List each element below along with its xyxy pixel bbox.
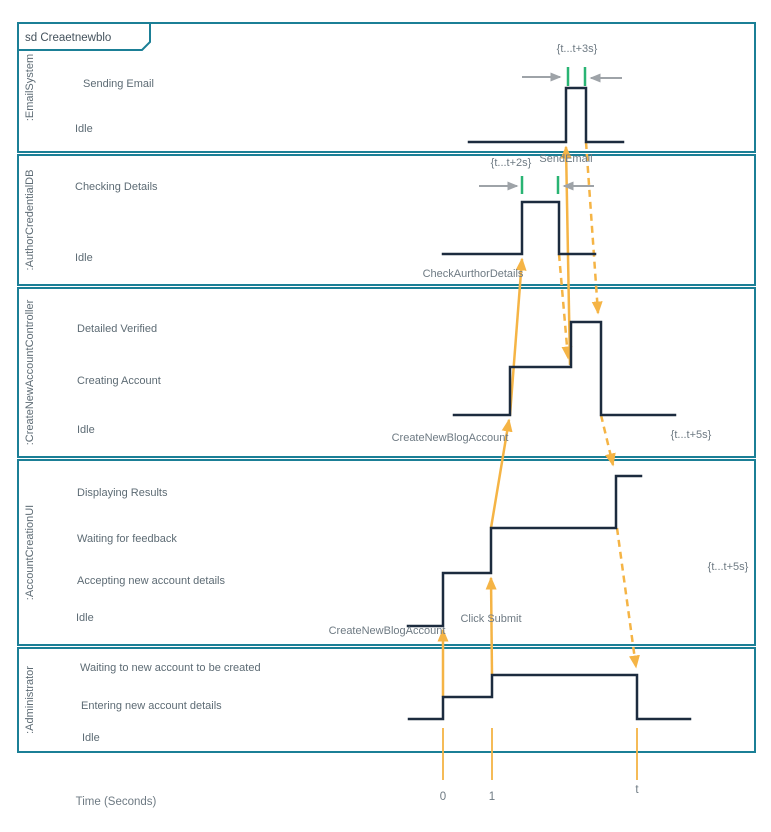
waveform-authorcredentialdb bbox=[441, 200, 597, 256]
state-label-createnewaccountcontroller-1: Creating Account bbox=[77, 375, 161, 387]
message-return-db-to-controller bbox=[557, 253, 573, 360]
message-label-0: CreateNewBlogAccount bbox=[329, 625, 446, 637]
duration-constraint-label-3: {t...t+5s} bbox=[708, 561, 749, 573]
waveform-createnewaccountcontroller bbox=[452, 320, 677, 417]
message-label-2: CreateNewBlogAccount bbox=[392, 432, 509, 444]
lane-authorcredentialdb-name: :AuthorCredentialDB bbox=[24, 170, 36, 271]
duration-constraint-label-2: {t...t+5s} bbox=[671, 429, 712, 441]
lane-authorcredentialdb-box bbox=[17, 154, 756, 286]
message-return-controller-to-ui bbox=[599, 414, 616, 467]
state-label-accountcreationui-1: Waiting for feedback bbox=[77, 533, 177, 545]
message-checkaurthordetails-controller-to-db bbox=[508, 257, 527, 416]
message-clicksubmit-admin-to-ui bbox=[485, 576, 497, 676]
lane-emailsystem-box bbox=[17, 22, 756, 153]
state-label-authorcredentialdb-1: Idle bbox=[75, 252, 93, 264]
time-axis-label: Time (Seconds) bbox=[76, 796, 157, 808]
lane-emailsystem-name: :EmailSystem bbox=[24, 54, 36, 121]
message-createnewblogaccount-ui-to-controller bbox=[489, 418, 513, 529]
message-label-1: Click Submit bbox=[460, 613, 521, 625]
lane-createnewaccountcontroller-name: :CreateNewAccountController bbox=[24, 299, 36, 445]
message-return-email-to-controller bbox=[584, 141, 603, 315]
frame-title-tab bbox=[17, 22, 151, 51]
message-label-3: CheckAurthorDetails bbox=[423, 268, 524, 280]
state-label-authorcredentialdb-0: Checking Details bbox=[75, 181, 158, 193]
lane-accountcreationui-name: :AccountCreationUI bbox=[24, 505, 36, 600]
state-label-administrator-1: Entering new account details bbox=[81, 700, 222, 712]
message-label-4: SendEmail bbox=[539, 153, 592, 165]
message-return-ui-to-administrator bbox=[615, 527, 640, 669]
duration-constraint-label-0: {t...t+3s} bbox=[557, 43, 598, 55]
frame-title: sd Creaetnewblo bbox=[25, 32, 111, 44]
waveform-emailsystem bbox=[467, 86, 625, 144]
state-label-accountcreationui-0: Displaying Results bbox=[77, 487, 168, 499]
lane-administrator-name: :Administrator bbox=[24, 666, 36, 734]
waveform-accountcreationui bbox=[406, 474, 643, 628]
state-label-accountcreationui-2: Accepting new account details bbox=[77, 575, 225, 587]
lane-administrator-box bbox=[17, 647, 756, 753]
state-label-createnewaccountcontroller-0: Detailed Verified bbox=[77, 323, 157, 335]
lane-createnewaccountcontroller-box bbox=[17, 287, 756, 458]
state-label-administrator-2: Idle bbox=[82, 732, 100, 744]
state-label-createnewaccountcontroller-2: Idle bbox=[77, 424, 95, 436]
state-label-accountcreationui-3: Idle bbox=[76, 612, 94, 624]
time-tick-label-2: t bbox=[635, 784, 639, 796]
time-tick-label-1: 1 bbox=[489, 791, 495, 803]
state-label-emailsystem-1: Idle bbox=[75, 123, 93, 135]
state-label-administrator-0: Waiting to new account to be created bbox=[80, 662, 261, 674]
lane-accountcreationui-box bbox=[17, 459, 756, 646]
duration-constraint-label-1: {t...t+2s} bbox=[491, 157, 532, 169]
time-tick-label-0: 0 bbox=[440, 791, 446, 803]
waveform-administrator bbox=[407, 673, 692, 721]
state-label-emailsystem-0: Sending Email bbox=[83, 78, 154, 90]
